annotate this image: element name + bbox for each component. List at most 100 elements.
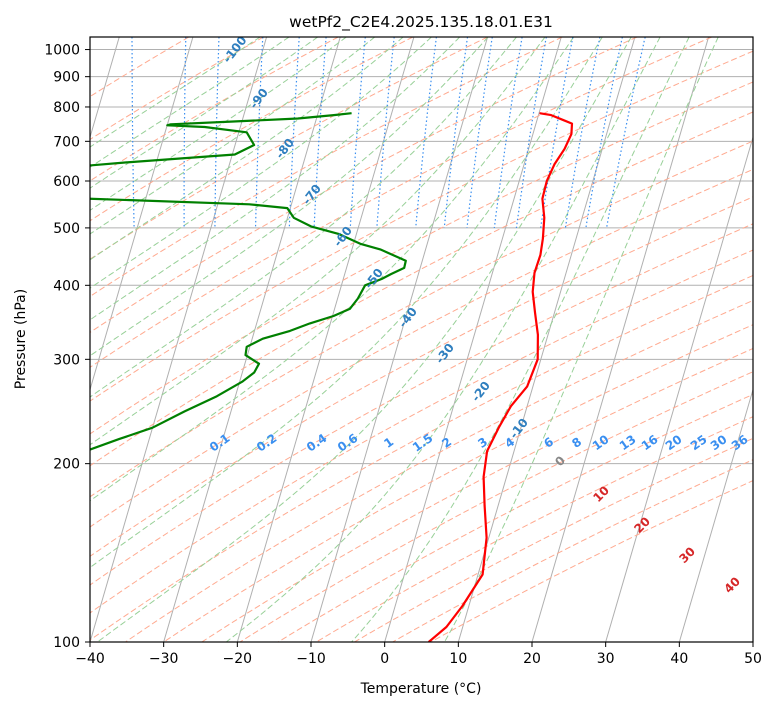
mixing-ratio-label: 16 [639,432,661,453]
mixing-ratio-line [493,37,523,228]
x-tick-label: −10 [296,651,326,667]
moist-adiabat-label: 20 [631,514,653,536]
mixing-ratio-line [376,37,395,228]
moist-adiabat-line [90,37,546,446]
y-tick-label: 1000 [44,43,80,59]
plot-frame [89,36,754,643]
isotherm-line [163,37,341,642]
moist-adiabat-label: 40 [721,574,743,596]
y-tick-label: 500 [53,221,80,237]
dry-adiabat-label: -40 [396,305,420,331]
mixing-ratio-line [288,37,300,228]
mixing-ratio-line [443,37,469,228]
dry-adiabat-line [90,196,753,557]
chart-title: wetPf2_C2E4.2025.135.18.01.E31 [289,13,553,32]
moist-adiabat-label: 30 [676,544,698,566]
mixing-ratio-label: 0.6 [335,431,360,455]
dry-adiabat-line [90,111,753,467]
moist-adiabat-line [90,37,432,289]
dry-adiabat-line [90,274,753,641]
mixing-ratio-line [585,37,623,228]
moist-adiabat-line [225,37,661,642]
dry-adiabat-label: -90 [247,86,271,112]
isotherm-line [678,387,753,642]
x-axis: −40 −30 −20 −10 0 10 20 30 40 50 [75,642,762,667]
mixing-ratio-line [540,37,574,228]
profile-lines [90,112,574,642]
mixing-ratio-label: 25 [688,432,710,453]
y-tick-label: 100 [53,635,80,651]
isotherm-line [457,37,636,642]
x-tick-label: 50 [744,651,762,667]
dewpoint-profile-line [90,112,407,451]
mixing-ratio-label: 1.5 [410,431,435,455]
moist-adiabat-line [90,37,404,261]
dry-adiabat-line [239,371,753,642]
dry-adiabat-line [90,37,414,222]
moist-adiabat-line [90,37,517,398]
moist-adiabat-line [90,37,489,357]
dry-adiabat-line [90,50,753,402]
mixing-ratio-line [606,37,646,229]
dry-adiabat-line [163,324,753,642]
x-tick-label: −20 [223,651,253,667]
y-tick-label: 800 [53,100,80,116]
mixing-ratio-line [82,37,87,228]
mixing-ratio-line [415,37,437,228]
mixing-ratio-label: 0.1 [207,431,232,455]
y-tick-label: 200 [53,457,80,473]
mixing-ratio-label: 10 [590,432,612,453]
mixing-ratio-label: 1 [381,435,396,451]
y-axis-label: Pressure (hPa) [13,289,29,389]
x-tick-label: 40 [670,651,688,667]
dry-adiabat-line [354,437,753,642]
dry-adiabat-label: -50 [362,266,386,292]
moist-adiabat-line [90,37,376,235]
dry-adiabat-line [430,480,753,642]
dry-adiabat-line [90,37,264,141]
moist-adiabat-line [90,37,603,569]
isotherm-line [90,37,268,642]
dry-adiabat-label: -80 [273,136,297,162]
mixing-ratio-label: 8 [569,435,584,451]
y-tick-label: 300 [53,352,80,368]
x-tick-label: −30 [149,651,179,667]
dry-adiabat-line [90,37,563,298]
moist-adiabat-line [90,37,347,211]
y-tick-label: 600 [53,174,80,190]
isotherm-line [752,640,753,642]
moist-adiabat-line [444,37,719,642]
mixing-ratio-label: 36 [729,432,751,453]
x-tick-label: −40 [75,651,105,667]
mixing-ratio-label: 0.4 [304,431,329,455]
x-axis-label: Temperature (°C) [360,681,482,697]
isotherm-line [531,37,710,642]
x-tick-label: 0 [380,651,389,667]
isotherm-line [90,37,194,392]
x-tick-label: 30 [597,651,615,667]
x-tick-label: 20 [523,651,541,667]
moist-adiabat-label: 0 [552,453,568,469]
moist-adiabat-line [90,37,461,321]
mixing-ratio-label: 0.2 [254,431,279,455]
dry-adiabat-line [201,347,753,642]
dry-adiabat-line [90,81,753,435]
moist-adiabat-line [97,37,632,642]
background-lines [82,37,753,642]
mixing-ratio-line [349,37,366,228]
x-tick-label: 10 [449,651,467,667]
moist-adiabat-line [90,37,575,502]
moist-adiabat-label: 10 [590,483,612,505]
dry-adiabat-line [90,168,753,528]
moist-adiabat-line [351,37,690,642]
y-tick-label: 700 [53,134,80,150]
dry-adiabat-line [90,140,753,498]
moist-adiabat-line [90,37,319,189]
dry-adiabat-label: -30 [433,341,457,367]
temperature-profile-line [427,112,574,642]
dry-adiabat-line [125,299,753,642]
isotherm-line [384,37,562,642]
dry-adiabat-line [277,393,753,642]
